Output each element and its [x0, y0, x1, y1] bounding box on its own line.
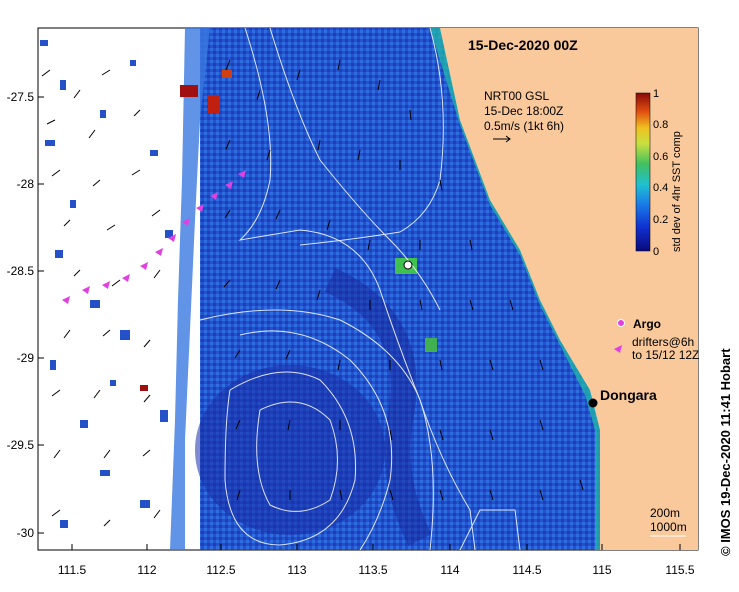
x-tick: 114.5 — [512, 563, 541, 577]
x-tick: 115 — [592, 563, 611, 577]
y-tick: -30 — [17, 526, 35, 540]
argo-float — [403, 260, 413, 270]
cold-filament — [324, 268, 432, 546]
colorbar-tick: 0 — [653, 246, 659, 258]
colorbar-tick: 0.4 — [653, 182, 668, 194]
drifter-legend-line2: to 15/12 12Z — [632, 348, 699, 362]
patchy-data — [40, 40, 173, 528]
drifter-legend-line1: drifters@6h — [632, 335, 694, 349]
x-tick: 112.5 — [206, 563, 235, 577]
high-variance-spots — [140, 70, 437, 391]
drifter-track — [62, 170, 246, 304]
colorbar-tick: 0.6 — [653, 151, 668, 163]
colorbar-tick: 1 — [653, 88, 659, 100]
info-product: NRT00 GSL — [484, 89, 549, 103]
x-tick: 113.5 — [358, 563, 387, 577]
dongara-marker — [588, 398, 598, 408]
x-tick: 111.5 — [58, 563, 87, 577]
contour-legend-1000: 1000m — [650, 520, 687, 534]
x-tick: 113 — [287, 563, 306, 577]
x-tick: 112 — [137, 563, 156, 577]
argo-legend-label: Argo — [633, 317, 661, 331]
info-scale: 0.5m/s (1kt 6h) — [484, 119, 564, 133]
credit-text: © IMOS 19-Dec-2020 11:41 Hobart — [718, 348, 733, 556]
y-tick: -29 — [17, 351, 35, 365]
x-axis: 111.5 112 112.5 113 113.5 114 114.5 115 … — [58, 544, 695, 577]
y-tick: -27.5 — [7, 90, 35, 104]
colorbar-ticks: 1 0.8 0.6 0.4 0.2 0 — [653, 88, 668, 258]
y-tick: -29.5 — [7, 438, 35, 452]
colorbar-tick: 0.8 — [653, 119, 668, 131]
contour-legend-200: 200m — [650, 506, 680, 520]
scale-arrow — [493, 135, 511, 143]
y-tick: -28 — [17, 177, 35, 191]
coastal-band — [430, 28, 605, 550]
place-label: Dongara — [600, 387, 657, 403]
map-title: 15-Dec-2020 00Z — [468, 37, 578, 53]
colorbar-label: std dev of 4hr SST comp — [671, 131, 683, 252]
land-area — [440, 28, 698, 550]
eddy-core — [195, 365, 385, 535]
current-vectors — [41, 59, 584, 527]
y-tick: -28.5 — [7, 264, 35, 278]
drifter-legend-icon — [614, 345, 622, 353]
colorbar — [635, 92, 651, 252]
argo-legend-icon — [617, 319, 625, 327]
ocean-fringe — [170, 28, 210, 550]
colorbar-tick: 0.2 — [653, 214, 668, 226]
x-tick: 114 — [440, 563, 459, 577]
y-axis: -27.5 -28 -28.5 -29 -29.5 -30 — [7, 90, 44, 540]
x-tick: 115.5 — [665, 563, 694, 577]
bathymetry-contours — [199, 28, 521, 550]
info-time: 15-Dec 18:00Z — [484, 104, 563, 118]
